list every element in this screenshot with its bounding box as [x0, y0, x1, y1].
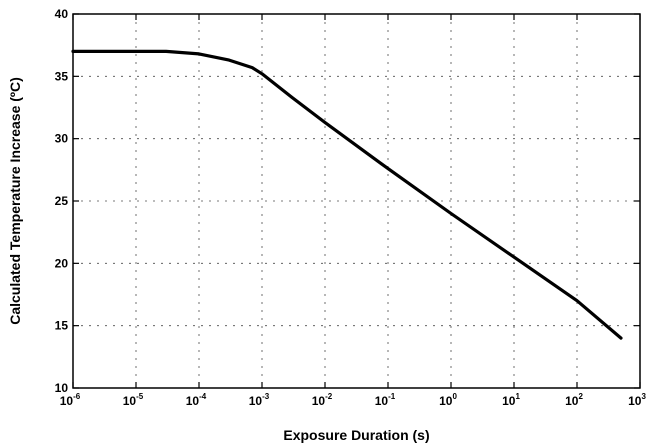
y-axis-title: Calculated Temperature Increase (ºC) — [7, 77, 23, 325]
x-tick-label: 102 — [565, 392, 583, 408]
x-tick-label: 103 — [628, 392, 646, 408]
x-tick-label: 10-2 — [312, 392, 333, 408]
y-tick-label: 15 — [55, 319, 69, 333]
axis-ticks — [72, 13, 641, 389]
x-tick-label: 10-1 — [375, 392, 396, 408]
x-tick-label: 100 — [439, 392, 457, 408]
x-tick-label: 10-5 — [123, 392, 144, 408]
x-axis-title: Exposure Duration (s) — [283, 427, 429, 443]
y-tick-label: 20 — [55, 256, 69, 270]
grid-lines — [73, 14, 640, 388]
x-tick-labels: 10-6 10-5 10-4 10-3 10-2 10-1 100 101 102 103 — [60, 392, 647, 408]
series-line — [71, 49, 623, 340]
y-tick-label: 10 — [55, 381, 69, 395]
y-tick-label: 30 — [55, 132, 69, 146]
y-tick-label: 40 — [55, 7, 69, 21]
y-tick-labels: 10 15 20 25 30 35 40 — [55, 7, 69, 395]
y-tick-label: 35 — [55, 69, 69, 83]
x-tick-label: 10-6 — [60, 392, 81, 408]
x-tick-label: 10-4 — [186, 392, 207, 408]
y-tick-label: 25 — [55, 194, 69, 208]
x-tick-label: 101 — [502, 392, 520, 408]
x-tick-label: 10-3 — [249, 392, 270, 408]
